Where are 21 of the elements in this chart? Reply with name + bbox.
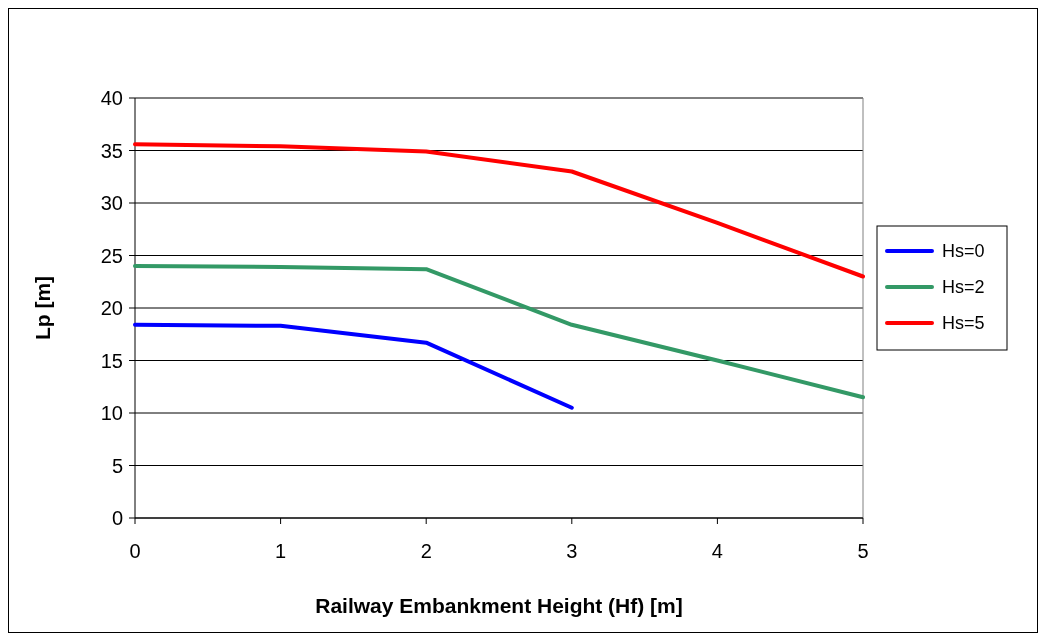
legend-label: Hs=2 <box>942 277 985 298</box>
x-tick-label: 0 <box>129 540 141 562</box>
y-tick-label: 5 <box>111 454 123 477</box>
y-tick-label: 40 <box>100 87 123 109</box>
x-tick-label: 4 <box>711 540 723 562</box>
y-tick-label: 20 <box>100 297 123 319</box>
legend-label: Hs=0 <box>942 241 985 262</box>
x-tick-label: 3 <box>566 540 578 562</box>
y-tick-label: 30 <box>100 192 123 214</box>
y-tick-label: 10 <box>100 402 123 424</box>
line-series <box>133 322 574 410</box>
y-axis-title: Lp [m] <box>31 275 54 341</box>
y-tick-label: 15 <box>100 349 123 372</box>
x-tick-label: 2 <box>420 540 432 562</box>
x-tick-label: 1 <box>275 540 287 562</box>
x-axis-title: Railway Embankment Height (Hf) [m] <box>315 594 683 617</box>
legend-label: Hs=5 <box>942 313 985 334</box>
y-tick-label: 0 <box>111 507 123 529</box>
y-tick-label: 25 <box>100 244 123 267</box>
x-tick-label: 5 <box>857 540 869 562</box>
y-tick-label: 35 <box>100 139 123 162</box>
